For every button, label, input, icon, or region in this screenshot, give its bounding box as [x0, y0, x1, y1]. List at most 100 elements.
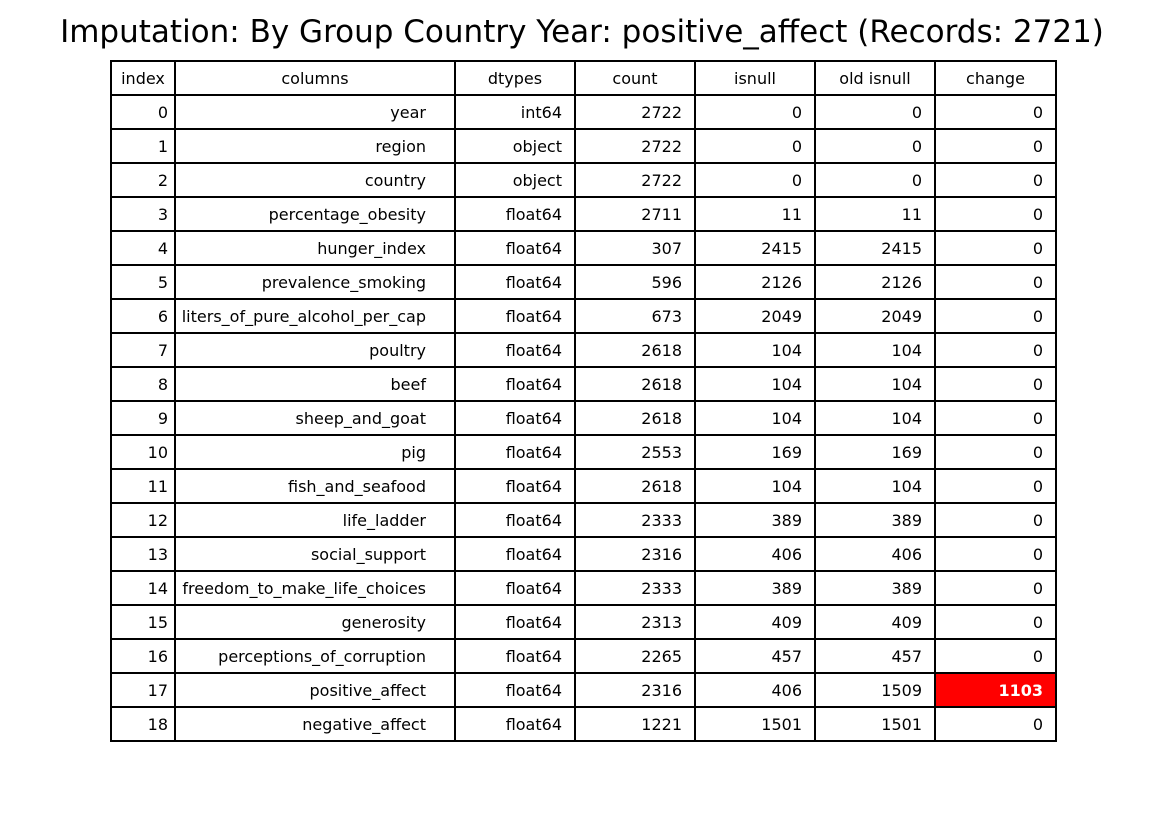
column-name-text: hunger_index — [317, 238, 426, 258]
column-name-text: freedom_to_make_life_choices — [182, 578, 426, 598]
table-cell-change: 1103 — [934, 672, 1057, 708]
table-cell-isnull: 389 — [694, 570, 816, 606]
table-cell-index: 3 — [110, 196, 176, 232]
table-cell-columns: pig — [174, 434, 456, 470]
table-cell-index: 7 — [110, 332, 176, 368]
table-row: 14 freedom_to_make_life_choices float64 233… — [110, 570, 1057, 606]
table-cell-count: 2722 — [574, 162, 696, 198]
table-cell-index: 11 — [110, 468, 176, 504]
table-cell-change: 0 — [934, 366, 1057, 402]
column-name-text: sheep_and_goat — [295, 408, 426, 428]
page-title: Imputation: By Group Country Year: posit… — [60, 14, 1104, 50]
table-cell-count: 2265 — [574, 638, 696, 674]
table-cell-count: 2618 — [574, 400, 696, 436]
table-cell-change: 0 — [934, 706, 1057, 742]
table-row: 2 country object 2722 0 0 0 — [110, 162, 1057, 198]
table-cell-columns: freedom_to_make_life_choices — [174, 570, 456, 606]
table-cell-count: 2618 — [574, 366, 696, 402]
table-cell-dtypes: float64 — [454, 230, 576, 266]
table-cell-columns: fish_and_seafood — [174, 468, 456, 504]
table-cell-change: 0 — [934, 162, 1057, 198]
column-header-dtypes: dtypes — [454, 60, 576, 96]
table-row: 6 liters_of_pure_alcohol_per_cap float64 67… — [110, 298, 1057, 334]
table-cell-change: 0 — [934, 196, 1057, 232]
table-cell-isnull: 169 — [694, 434, 816, 470]
table-cell-dtypes: int64 — [454, 94, 576, 130]
table-cell-dtypes: float64 — [454, 672, 576, 708]
table-cell-isnull: 0 — [694, 128, 816, 164]
table-row: 12 life_ladder float64 2333 389 389 0 — [110, 502, 1057, 538]
column-name-text: negative_affect — [302, 714, 426, 734]
column-name-text: liters_of_pure_alcohol_per_cap — [181, 306, 426, 326]
table-cell-columns: sheep_and_goat — [174, 400, 456, 436]
column-name-text: year — [390, 102, 426, 122]
table-cell-count: 2316 — [574, 536, 696, 572]
table-cell-isnull: 104 — [694, 468, 816, 504]
table-cell-columns: country — [174, 162, 456, 198]
table-cell-index: 14 — [110, 570, 176, 606]
table-row: 7 poultry float64 2618 104 104 0 — [110, 332, 1057, 368]
table-cell-dtypes: float64 — [454, 434, 576, 470]
table-cell-count: 2618 — [574, 468, 696, 504]
table-cell-change: 0 — [934, 604, 1057, 640]
table-cell-columns: beef — [174, 366, 456, 402]
column-header-count: count — [574, 60, 696, 96]
table-cell-change: 0 — [934, 468, 1057, 504]
table-cell-old-isnull: 0 — [814, 162, 936, 198]
table-cell-old-isnull: 389 — [814, 570, 936, 606]
table-cell-change: 0 — [934, 332, 1057, 368]
table-row: 13 social_support float64 2316 406 406 0 — [110, 536, 1057, 572]
table-cell-dtypes: float64 — [454, 502, 576, 538]
table-row: 17 positive_affect float64 2316 406 1509 1103 — [110, 672, 1057, 708]
table-cell-count: 2333 — [574, 502, 696, 538]
table-cell-columns: year — [174, 94, 456, 130]
table-cell-old-isnull: 104 — [814, 468, 936, 504]
table-cell-count: 2313 — [574, 604, 696, 640]
table-cell-old-isnull: 2415 — [814, 230, 936, 266]
table-cell-dtypes: float64 — [454, 570, 576, 606]
table-cell-columns: percentage_obesity — [174, 196, 456, 232]
table-cell-old-isnull: 2049 — [814, 298, 936, 334]
table-cell-dtypes: float64 — [454, 536, 576, 572]
table-cell-count: 673 — [574, 298, 696, 334]
table-row: 4 hunger_index float64 307 2415 2415 0 — [110, 230, 1057, 266]
table-cell-count: 2316 — [574, 672, 696, 708]
table-cell-count: 2333 — [574, 570, 696, 606]
table-row: 10 pig float64 2553 169 169 0 — [110, 434, 1057, 470]
table-cell-isnull: 457 — [694, 638, 816, 674]
table-cell-old-isnull: 457 — [814, 638, 936, 674]
table-cell-dtypes: float64 — [454, 400, 576, 436]
table-cell-isnull: 0 — [694, 94, 816, 130]
table-cell-old-isnull: 1501 — [814, 706, 936, 742]
table-cell-change: 0 — [934, 298, 1057, 334]
table-cell-index: 18 — [110, 706, 176, 742]
table-cell-change: 0 — [934, 94, 1057, 130]
table-cell-old-isnull: 11 — [814, 196, 936, 232]
table-cell-change: 0 — [934, 570, 1057, 606]
table-cell-count: 2722 — [574, 94, 696, 130]
table-cell-old-isnull: 104 — [814, 366, 936, 402]
table-cell-columns: perceptions_of_corruption — [174, 638, 456, 674]
column-name-text: positive_affect — [309, 680, 427, 700]
column-name-text: country — [364, 170, 426, 190]
table-cell-columns: hunger_index — [174, 230, 456, 266]
table-cell-columns: poultry — [174, 332, 456, 368]
data-table: index columns dtypes count isnull old isnull c… — [110, 60, 1057, 742]
table-cell-columns: region — [174, 128, 456, 164]
column-header-old-isnull: old isnull — [814, 60, 936, 96]
table-cell-count: 2711 — [574, 196, 696, 232]
table-cell-index: 16 — [110, 638, 176, 674]
table-header-row: index columns dtypes count isnull old isnull c… — [110, 60, 1057, 96]
table-cell-isnull: 2415 — [694, 230, 816, 266]
column-name-text: region — [375, 136, 426, 156]
table-cell-dtypes: float64 — [454, 366, 576, 402]
table-cell-old-isnull: 2126 — [814, 264, 936, 300]
table-cell-change: 0 — [934, 400, 1057, 436]
table-cell-count: 307 — [574, 230, 696, 266]
table-cell-isnull: 104 — [694, 400, 816, 436]
table-row: 0 year int64 2722 0 0 0 — [110, 94, 1057, 130]
table-cell-old-isnull: 389 — [814, 502, 936, 538]
table-row: 15 generosity float64 2313 409 409 0 — [110, 604, 1057, 640]
table-cell-dtypes: object — [454, 162, 576, 198]
table-row: 8 beef float64 2618 104 104 0 — [110, 366, 1057, 402]
